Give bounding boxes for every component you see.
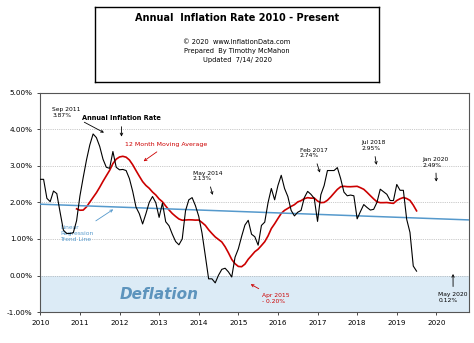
Text: Deflation: Deflation	[119, 287, 199, 302]
Bar	[40, 275, 469, 312]
Text: May 2014
2.13%: May 2014 2.13%	[193, 170, 222, 194]
Text: May 2020
0.12%: May 2020 0.12%	[438, 275, 468, 303]
Text: Jul 2018
2.95%: Jul 2018 2.95%	[361, 140, 385, 164]
Text: Feb 2017
2.74%: Feb 2017 2.74%	[300, 147, 328, 172]
Text: Annual  Inflation Rate 2010 - Present: Annual Inflation Rate 2010 - Present	[135, 13, 339, 23]
Text: Linear
Regression
Trend Line: Linear Regression Trend Line	[60, 210, 112, 242]
Text: Annual Inflation Rate: Annual Inflation Rate	[82, 115, 161, 136]
Text: © 2020  www.InflationData.com
Prepared  By Timothy McMahon
Updated  7/14/ 2020: © 2020 www.InflationData.com Prepared By…	[183, 38, 291, 62]
Text: Jan 2020
2.49%: Jan 2020 2.49%	[422, 157, 449, 181]
Text: Sep 2011
3.87%: Sep 2011 3.87%	[52, 107, 103, 132]
Text: 12 Month Moving Average: 12 Month Moving Average	[126, 142, 208, 161]
Text: Apr 2015
- 0.20%: Apr 2015 - 0.20%	[252, 285, 290, 304]
